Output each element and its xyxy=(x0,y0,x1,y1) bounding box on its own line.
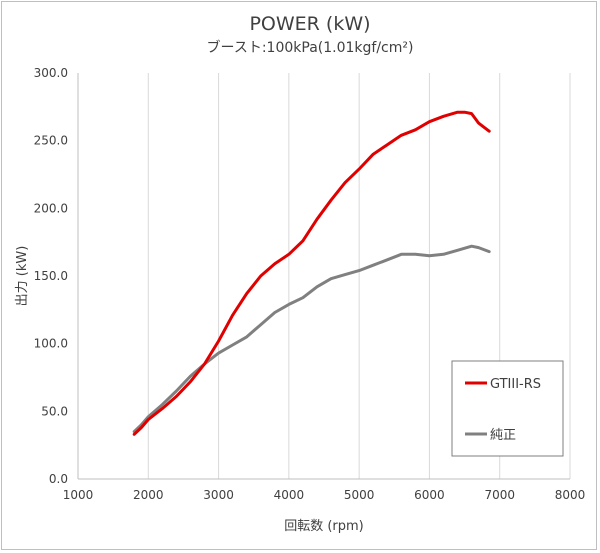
legend: GTIII-RS 純正 xyxy=(451,360,564,457)
x-tick-label: 3000 xyxy=(203,488,234,502)
x-tick-label: 6000 xyxy=(414,488,445,502)
x-tick-label: 1000 xyxy=(63,488,94,502)
series-line-gtiii-rs xyxy=(132,110,491,436)
y-tick-label: 200.0 xyxy=(34,201,68,215)
chart-subtitle: ブースト:100kPa(1.01kgf/cm²) xyxy=(207,39,414,56)
y-tick-label: 150.0 xyxy=(34,269,68,283)
y-tick-label: 300.0 xyxy=(34,66,68,80)
series-lines xyxy=(132,110,491,436)
legend-label-stock: 純正 xyxy=(490,428,516,443)
x-axis-label: 回転数 (rpm) xyxy=(284,519,364,534)
chart-title: POWER (kW) xyxy=(249,13,370,35)
x-tick-label: 7000 xyxy=(484,488,515,502)
x-tick-labels: 1000 2000 3000 4000 5000 6000 7000 8000 xyxy=(63,488,586,502)
legend-label-gtiii-rs: GTIII-RS xyxy=(490,377,541,392)
y-tick-label: 250.0 xyxy=(34,134,68,148)
series-line-stock xyxy=(132,244,491,434)
x-tick-label: 4000 xyxy=(274,488,305,502)
x-tick-label: 8000 xyxy=(555,488,586,502)
y-tick-label: 100.0 xyxy=(34,337,68,351)
x-tick-label: 5000 xyxy=(344,488,375,502)
legend-box xyxy=(451,360,564,457)
axes xyxy=(77,73,570,480)
x-tick-label: 2000 xyxy=(133,488,164,502)
y-tick-label: 50.0 xyxy=(41,404,68,418)
y-tick-labels: 0.0 50.0 100.0 150.0 200.0 250.0 300.0 xyxy=(34,66,68,486)
y-tick-label: 0.0 xyxy=(49,472,68,486)
y-axis-label: 出力 (kW) xyxy=(15,246,30,307)
